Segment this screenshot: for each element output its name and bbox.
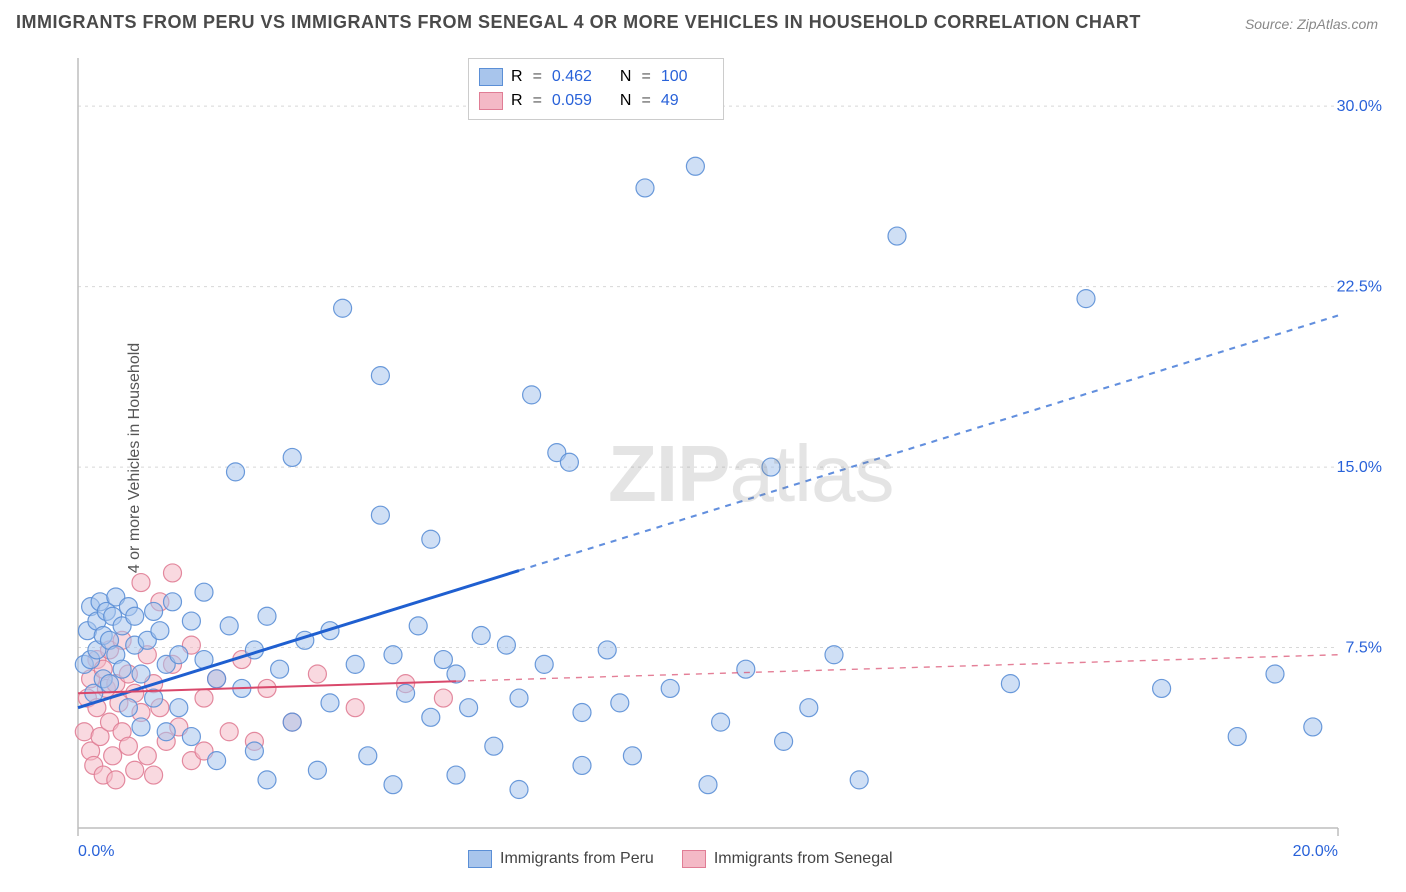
svg-text:15.0%: 15.0% xyxy=(1337,459,1382,476)
stats-row-senegal: R= 0.059 N= 49 xyxy=(479,89,713,113)
legend-label-senegal: Immigrants from Senegal xyxy=(714,850,893,868)
svg-text:30.0%: 30.0% xyxy=(1337,98,1382,115)
legend-item-peru: Immigrants from Peru xyxy=(468,850,654,868)
svg-text:7.5%: 7.5% xyxy=(1346,640,1382,657)
n-value-peru: 100 xyxy=(661,68,713,86)
y-axis-label: 4 or more Vehicles in Household xyxy=(126,343,144,573)
legend-swatch-peru xyxy=(468,850,492,868)
swatch-senegal xyxy=(479,92,503,110)
legend-label-peru: Immigrants from Peru xyxy=(500,850,654,868)
svg-text:20.0%: 20.0% xyxy=(1293,843,1338,860)
r-value-peru: 0.462 xyxy=(552,68,604,86)
r-value-senegal: 0.059 xyxy=(552,92,604,110)
swatch-peru xyxy=(479,68,503,86)
source-label: Source: ZipAtlas.com xyxy=(1245,16,1378,32)
chart-title: IMMIGRANTS FROM PERU VS IMMIGRANTS FROM … xyxy=(16,12,1141,33)
legend-swatch-senegal xyxy=(682,850,706,868)
scatter-chart: 7.5% 15.0% 22.5% 30.0% 0.0% 20.0% xyxy=(48,48,1388,868)
chart-area: 4 or more Vehicles in Household ZIPatlas… xyxy=(48,48,1388,868)
legend-item-senegal: Immigrants from Senegal xyxy=(682,850,893,868)
n-value-senegal: 49 xyxy=(661,92,713,110)
svg-text:22.5%: 22.5% xyxy=(1337,279,1382,296)
stats-legend: R= 0.462 N= 100 R= 0.059 N= 49 xyxy=(468,58,724,120)
svg-text:0.0%: 0.0% xyxy=(78,843,114,860)
stats-row-peru: R= 0.462 N= 100 xyxy=(479,65,713,89)
series-legend: Immigrants from Peru Immigrants from Sen… xyxy=(468,850,893,868)
